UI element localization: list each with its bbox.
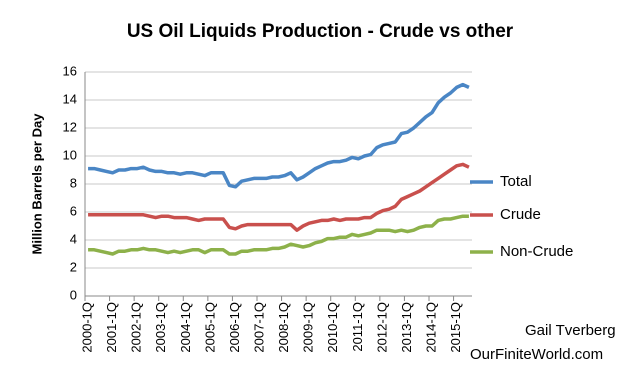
x-tick-label: 2004-1Q bbox=[178, 302, 193, 353]
y-tick-label: 6 bbox=[70, 203, 77, 218]
x-tick-label: 2009-1Q bbox=[301, 302, 316, 353]
y-tick-label: 0 bbox=[70, 287, 77, 302]
x-tick-label: 2011-1Q bbox=[350, 302, 365, 352]
x-tick-label: 2001-1Q bbox=[104, 302, 119, 353]
x-tick-label: 2003-1Q bbox=[153, 302, 168, 353]
x-tick-label: 2015-1Q bbox=[448, 302, 463, 353]
x-tick-label: 2014-1Q bbox=[424, 302, 439, 353]
y-tick-label: 16 bbox=[63, 63, 77, 78]
legend-label: Non-Crude bbox=[500, 243, 573, 260]
chart-title: US Oil Liquids Production - Crude vs oth… bbox=[127, 21, 514, 42]
x-tick-label: 2006-1Q bbox=[227, 302, 242, 353]
y-tick-label: 8 bbox=[70, 175, 77, 190]
x-tick-label: 2010-1Q bbox=[325, 302, 340, 353]
legend-label: Total bbox=[500, 173, 532, 190]
x-tick-label: 2002-1Q bbox=[129, 302, 144, 353]
x-tick-label: 2005-1Q bbox=[202, 302, 217, 353]
y-tick-label: 12 bbox=[63, 119, 77, 134]
x-tick-label: 2013-1Q bbox=[399, 302, 414, 353]
y-tick-label: 2 bbox=[70, 259, 77, 274]
series-line bbox=[88, 162, 470, 232]
x-tick-label: 2012-1Q bbox=[374, 302, 389, 353]
x-tick-label: 2008-1Q bbox=[276, 302, 291, 353]
legend-label: Crude bbox=[500, 206, 541, 223]
series-line bbox=[88, 214, 469, 256]
y-axis-label: Million Barrels per Day bbox=[29, 113, 44, 255]
x-tick-label: 2000-1Q bbox=[80, 302, 95, 353]
y-tick-label: 14 bbox=[63, 91, 77, 106]
author-note: Gail Tverberg bbox=[525, 322, 616, 339]
y-tick-label: 4 bbox=[70, 231, 77, 246]
series-line bbox=[88, 82, 470, 189]
y-tick-label: 10 bbox=[63, 147, 77, 162]
x-tick-label: 2007-1Q bbox=[252, 302, 267, 353]
source-note: OurFiniteWorld.com bbox=[470, 346, 603, 363]
